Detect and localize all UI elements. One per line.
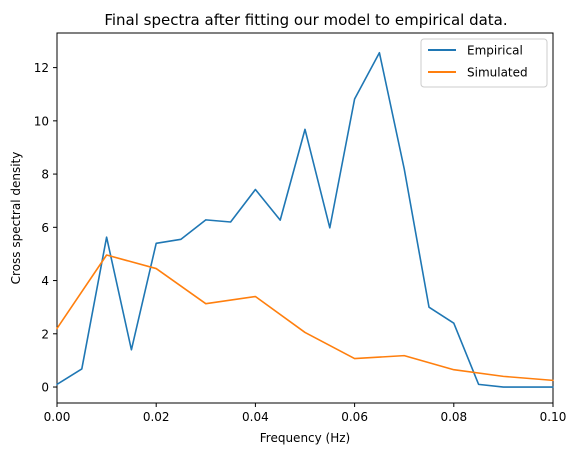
- legend-label-simulated: Simulated: [467, 66, 528, 80]
- x-tick-label: 0.06: [341, 410, 368, 424]
- x-tick-label: 0.10: [540, 410, 567, 424]
- y-tick-label: 2: [41, 327, 49, 341]
- legend-label-empirical: Empirical: [467, 44, 523, 58]
- series-line-empirical: [56, 51, 554, 388]
- x-tick-label: 0.08: [440, 410, 467, 424]
- y-axis: 0 2 4 6 8 10 12: [34, 61, 57, 395]
- legend: Empirical Simulated: [420, 38, 548, 88]
- plot-area-frame: [56, 32, 554, 404]
- series-line-simulated: [56, 254, 554, 382]
- y-tick-label: 8: [41, 168, 49, 182]
- y-tick-label: 10: [34, 114, 49, 128]
- x-tick-label: 0.04: [242, 410, 269, 424]
- x-tick-label: 0.02: [143, 410, 170, 424]
- y-tick-label: 0: [41, 381, 49, 395]
- y-axis-label: Cross spectral density: [9, 152, 23, 285]
- series-layer: [56, 51, 554, 388]
- chart-title: Final spectra after fitting our model to…: [104, 11, 507, 29]
- x-tick-label: 0.00: [44, 410, 71, 424]
- x-axis-label: Frequency (Hz): [260, 431, 351, 445]
- y-tick-label: 12: [34, 61, 49, 75]
- x-axis: 0.00 0.02 0.04 0.06 0.08 0.10: [44, 403, 567, 424]
- y-tick-label: 4: [41, 274, 49, 288]
- y-tick-label: 6: [41, 221, 49, 235]
